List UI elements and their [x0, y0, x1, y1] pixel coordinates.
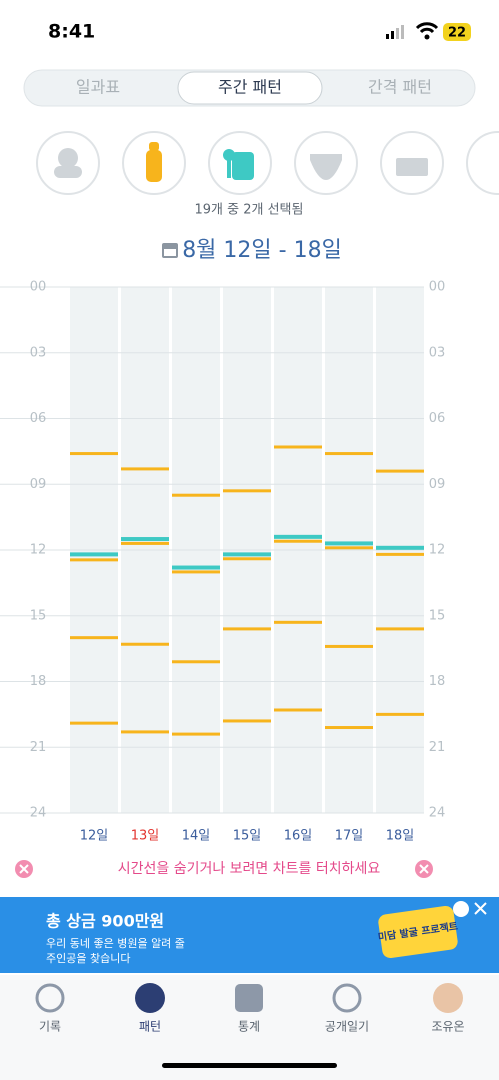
event-mark: [376, 627, 424, 631]
ad-badge-bg: [378, 905, 458, 959]
battery-level: 22: [448, 26, 466, 41]
nav-label[interactable]: 기록: [39, 1020, 61, 1034]
event-mark: [121, 541, 169, 545]
event-mark: [376, 469, 424, 473]
event-mark: [223, 489, 271, 493]
ad-headline: 총 상금 900만원: [46, 912, 164, 931]
y-tick-label: 15: [429, 608, 446, 623]
nav-label[interactable]: 공개일기: [325, 1020, 369, 1034]
y-tick-label: 06: [30, 411, 47, 426]
x-tick-label: 15일: [233, 829, 262, 844]
y-tick-label: 24: [429, 806, 446, 821]
signal-icon: [386, 25, 404, 39]
event-mark: [325, 726, 373, 730]
y-tick-label: 00: [30, 280, 47, 295]
tab[interactable]: 주간 패턴: [218, 78, 282, 97]
y-tick-label: 09: [30, 477, 47, 492]
y-tick-label: 12: [429, 543, 446, 558]
icon-row: [36, 131, 499, 195]
x-tick-label: 14일: [182, 829, 211, 844]
event-mark: [172, 660, 220, 664]
event-mark: [274, 445, 322, 449]
event-mark: [325, 546, 373, 550]
wifi-dot: [424, 34, 430, 40]
weekly-chart[interactable]: 00 00 03 03 06 06 09 09 12 12 15 15 18 18 21 21 24 24 12일 1…: [0, 280, 445, 844]
home-indicator: [162, 1063, 337, 1068]
date-range: 8월 12일 - 18일: [182, 238, 342, 263]
nav-label[interactable]: 패턴: [139, 1020, 161, 1034]
y-tick-label: 18: [429, 674, 446, 689]
event-mark: [70, 552, 118, 557]
x-tick-label: 12일: [80, 829, 109, 844]
event-mark: [274, 539, 322, 543]
battery: [443, 23, 471, 41]
event-mark: [172, 565, 220, 570]
nav-avatar: [433, 983, 463, 1013]
y-tick-label: 15: [30, 608, 47, 623]
event-mark: [274, 620, 322, 624]
ad-line: 주인공을 찾습니다: [46, 952, 130, 965]
event-mark: [70, 636, 118, 640]
tab[interactable]: 일과표: [76, 78, 120, 97]
tab-selected-bg: [177, 71, 323, 105]
nav-icon: [35, 983, 65, 1013]
event-mark: [223, 552, 271, 557]
y-tick-label: 24: [30, 806, 47, 821]
y-tick-label: 21: [429, 740, 446, 755]
event-mark: [121, 467, 169, 471]
y-tick-label: 00: [429, 280, 446, 295]
y-tick-label: 03: [429, 345, 446, 360]
x-tick-label: 17일: [335, 829, 364, 844]
y-tick-label: 18: [30, 674, 47, 689]
y-tick-label: 06: [429, 411, 446, 426]
event-mark: [121, 730, 169, 734]
event-mark: [223, 719, 271, 723]
wifi-icon: [415, 22, 439, 34]
status-time: 8:41: [48, 21, 95, 43]
event-mark: [70, 721, 118, 725]
event-mark: [121, 642, 169, 646]
event-mark: [172, 570, 220, 574]
ad-close[interactable]: [474, 902, 487, 915]
calendar-icon: [162, 243, 178, 258]
event-mark: [70, 558, 118, 562]
event-mark: [376, 552, 424, 556]
y-tick-label: 03: [30, 345, 47, 360]
event-mark: [376, 712, 424, 716]
nav-icon: [332, 983, 362, 1013]
event-mark: [274, 708, 322, 712]
ad-line: 우리 동네 좋은 병원을 알려 줄: [46, 936, 185, 950]
y-tick-label: 12: [30, 543, 47, 558]
event-mark: [172, 732, 220, 736]
event-mark: [325, 452, 373, 456]
event-mark: [223, 557, 271, 561]
filter-summary: 19개 중 2개 선택됨: [195, 203, 304, 218]
event-mark: [274, 534, 322, 539]
event-mark: [172, 493, 220, 497]
x-tick-label: 16일: [284, 829, 313, 844]
event-mark: [70, 452, 118, 456]
event-mark: [223, 627, 271, 631]
event-mark: [325, 644, 373, 648]
event-mark: [376, 545, 424, 550]
hint: 시간선을 숨기거나 보려면 차트를 터치하세요: [118, 861, 381, 877]
x-tick-label: 18일: [386, 829, 415, 844]
x-tick-label: 13일: [131, 829, 160, 844]
y-tick-label: 09: [429, 477, 446, 492]
nav-label[interactable]: 통계: [238, 1020, 260, 1034]
event-mark: [121, 537, 169, 542]
y-tick-label: 21: [30, 740, 47, 755]
filter-more[interactable]: [466, 131, 499, 195]
nav-label[interactable]: 조유온: [431, 1020, 464, 1034]
tab[interactable]: 간격 패턴: [368, 78, 432, 97]
ad-info[interactable]: [453, 901, 469, 917]
nav-icon: [135, 983, 165, 1013]
event-mark: [325, 541, 373, 546]
nav-icon: [235, 984, 263, 1012]
